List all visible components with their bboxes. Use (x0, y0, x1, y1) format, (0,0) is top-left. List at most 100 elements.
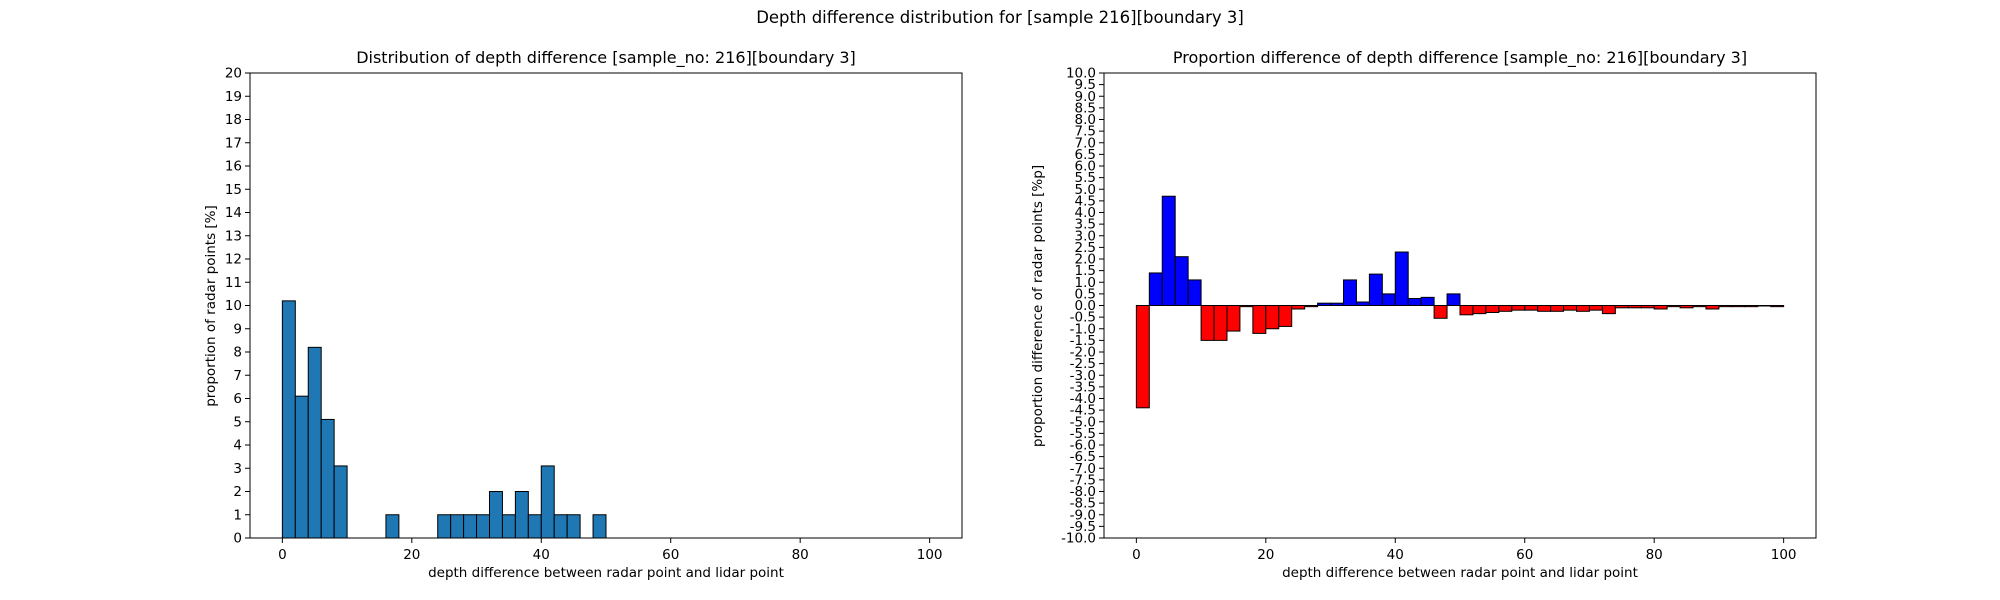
right-x-tick-label-4: 80 (1646, 547, 1663, 563)
right-bar-46 (1731, 305, 1746, 308)
right-y-tick-label-13: -3.5 (1070, 379, 1096, 395)
right-bar-17 (1355, 301, 1370, 307)
left-y-tick-label-19: 19 (225, 89, 242, 105)
right-y-tick-label-23: 1.5 (1075, 263, 1096, 279)
left-bar-9 (476, 514, 490, 539)
right-bar-2 (1161, 195, 1176, 306)
right-y-tick-label-37: 8.5 (1075, 100, 1096, 116)
right-y-tick-label-25: 2.5 (1075, 240, 1096, 256)
right-y-tick-label-30: 5.0 (1075, 182, 1096, 198)
left-y-tick-label-20: 20 (225, 66, 242, 82)
left-y-tick-label-10: 10 (225, 298, 242, 314)
right-bar-45 (1718, 305, 1733, 308)
right-bar-19 (1381, 293, 1396, 307)
right-bar-49 (1770, 305, 1785, 308)
left-bar-14 (540, 465, 555, 539)
right-bar-43 (1692, 305, 1707, 308)
right-y-tick-label-19: -0.5 (1070, 310, 1096, 326)
left-y-tick-label-14: 14 (225, 205, 242, 221)
right-y-tick-label-20: 0.0 (1075, 298, 1096, 314)
right-chart-title: Proportion difference of depth differenc… (1173, 48, 1747, 68)
right-y-tick-label-12: -4.0 (1070, 391, 1096, 407)
right-bar-12 (1291, 305, 1306, 310)
right-bar-3 (1174, 256, 1189, 306)
left-y-axis-label: proportion of radar points [%] (203, 205, 219, 407)
right-bar-28 (1498, 305, 1513, 312)
left-y-tick-label-8: 8 (233, 345, 242, 361)
right-bar-33 (1563, 305, 1578, 311)
left-y-tick-label-6: 6 (233, 391, 242, 407)
right-y-tick-label-8: -6.0 (1070, 438, 1096, 454)
right-y-tick-label-2: -9.0 (1070, 507, 1096, 523)
right-y-tick-label-6: -7.0 (1070, 461, 1096, 477)
left-x-tick-label-1: 20 (403, 547, 420, 563)
right-y-tick-label-1: -9.5 (1070, 519, 1096, 535)
right-bar-4 (1187, 279, 1202, 306)
right-y-tick-label-32: 6.0 (1075, 159, 1096, 175)
right-y-tick-label-0: -10.0 (1061, 531, 1096, 547)
right-bar-24 (1446, 293, 1461, 307)
left-x-tick-label-2: 40 (533, 547, 550, 563)
left-x-tick-label-3: 60 (662, 547, 679, 563)
right-x-tick-label-1: 20 (1257, 547, 1274, 563)
right-y-tick-label-5: -7.5 (1070, 472, 1096, 488)
right-x-axis-label: depth difference between radar point and… (1282, 565, 1638, 581)
left-bars (281, 300, 607, 539)
right-bar-35 (1588, 305, 1603, 311)
right-y-tick-label-22: 1.0 (1075, 275, 1096, 291)
right-bar-30 (1524, 305, 1539, 311)
right-y-tick-label-38: 9.0 (1075, 89, 1096, 105)
left-chart-title: Distribution of depth difference [sample… (356, 48, 856, 68)
right-bar-41 (1666, 305, 1681, 308)
right-y-ticks: -10.0-9.5-9.0-8.5-8.0-7.5-7.0-6.5-6.0-5.… (1061, 66, 1104, 547)
right-y-tick-label-7: -6.5 (1070, 449, 1096, 465)
figure-title: Depth difference distribution for [sampl… (756, 8, 1244, 27)
left-y-tick-label-2: 2 (233, 484, 242, 500)
depth-distribution-plot: Distribution of depth difference [sample… (203, 48, 963, 581)
left-y-tick-label-0: 0 (233, 531, 242, 547)
left-y-tick-label-15: 15 (225, 182, 242, 198)
right-bar-38 (1627, 305, 1642, 309)
left-x-ticks: 0 20 40 60 80 100 (278, 538, 943, 563)
right-y-tick-label-35: 7.5 (1075, 124, 1096, 140)
right-bar-39 (1640, 305, 1655, 309)
left-x-tick-label-4: 80 (792, 547, 809, 563)
right-bar-37 (1614, 305, 1629, 309)
right-bar-29 (1511, 305, 1526, 311)
left-bar-6 (437, 514, 452, 539)
right-y-tick-label-36: 8.0 (1075, 112, 1096, 128)
right-bars (1135, 195, 1785, 409)
right-bar-10 (1265, 305, 1280, 330)
right-y-tick-label-29: 4.5 (1075, 193, 1096, 209)
right-bar-31 (1537, 305, 1552, 312)
right-x-tick-label-5: 100 (1771, 547, 1797, 563)
left-bar-2 (307, 346, 322, 539)
right-bar-42 (1679, 305, 1694, 309)
right-bar-14 (1317, 302, 1332, 306)
right-bar-5 (1200, 305, 1215, 341)
right-y-tick-label-21: 0.5 (1075, 286, 1096, 302)
right-y-tick-label-18: -1.0 (1070, 321, 1096, 337)
left-bar-1 (294, 395, 309, 539)
left-y-tick-label-5: 5 (233, 414, 242, 430)
right-x-tick-label-0: 0 (1132, 547, 1141, 563)
right-bar-20 (1394, 251, 1409, 307)
right-y-tick-label-34: 7.0 (1075, 135, 1096, 151)
left-bar-5 (385, 514, 400, 539)
right-bar-32 (1550, 305, 1565, 312)
left-y-tick-label-1: 1 (233, 507, 242, 523)
left-bar-4 (333, 465, 348, 539)
right-bar-40 (1653, 305, 1668, 310)
right-x-tick-label-3: 60 (1516, 547, 1533, 563)
left-y-tick-label-17: 17 (225, 135, 242, 151)
right-bar-36 (1601, 305, 1616, 315)
right-bar-8 (1239, 305, 1254, 308)
right-bar-34 (1576, 305, 1590, 312)
left-y-tick-label-3: 3 (233, 461, 242, 477)
right-y-tick-label-3: -8.5 (1070, 496, 1096, 512)
left-bar-13 (527, 514, 542, 539)
left-x-tick-label-5: 100 (917, 547, 943, 563)
left-y-tick-label-9: 9 (233, 321, 242, 337)
right-bar-11 (1278, 305, 1293, 327)
